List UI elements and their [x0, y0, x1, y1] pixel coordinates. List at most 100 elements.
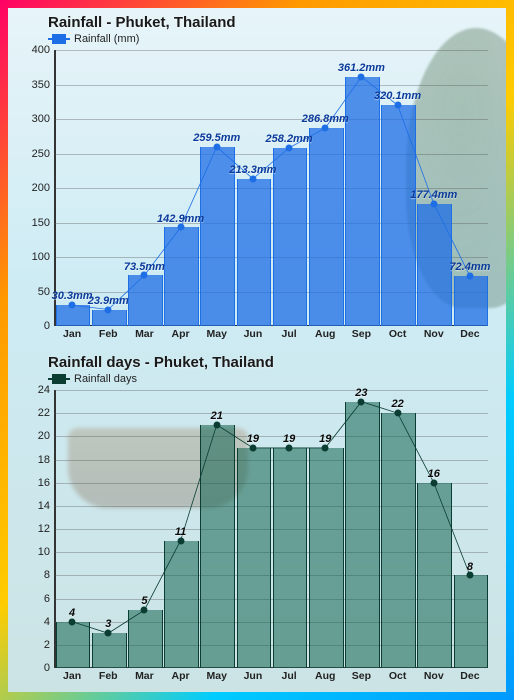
data-marker: [322, 125, 329, 132]
data-label: 19: [283, 433, 295, 445]
data-label: 4: [69, 607, 75, 619]
x-tick-label: Dec: [460, 670, 479, 682]
rainfall-chart: Rainfall - Phuket, Thailand Rainfall (mm…: [20, 14, 494, 344]
data-marker: [322, 444, 329, 451]
x-tick-label: Apr: [172, 328, 190, 340]
x-tick-label: Nov: [424, 328, 444, 340]
x-tick-label: Aug: [315, 328, 335, 340]
data-marker: [105, 630, 112, 637]
data-marker: [177, 537, 184, 544]
data-marker: [394, 410, 401, 417]
x-tick-label: Mar: [135, 328, 154, 340]
x-tick-label: Oct: [389, 328, 407, 340]
y-tick-label: 100: [32, 251, 50, 263]
x-tick-label: Oct: [389, 670, 407, 682]
data-label: 3: [105, 618, 111, 630]
chart-title: Rainfall - Phuket, Thailand: [48, 14, 494, 31]
data-label: 21: [211, 410, 223, 422]
plot-area: 050100150200250300350400JanFebMarAprMayJ…: [54, 50, 488, 326]
x-tick-label: Apr: [172, 670, 190, 682]
data-label: 8: [467, 561, 473, 573]
data-marker: [358, 398, 365, 405]
y-tick-label: 2: [44, 639, 50, 651]
data-label: 16: [428, 468, 440, 480]
rainfall-days-chart: Rainfall days - Phuket, Thailand Rainfal…: [20, 354, 494, 686]
data-marker: [141, 272, 148, 279]
y-tick-label: 12: [38, 523, 50, 535]
x-tick-label: Sep: [352, 328, 371, 340]
data-label: 30.3mm: [52, 290, 93, 302]
y-tick-label: 10: [38, 546, 50, 558]
x-tick-label: Aug: [315, 670, 335, 682]
data-marker: [466, 273, 473, 280]
data-marker: [430, 479, 437, 486]
y-tick-label: 6: [44, 593, 50, 605]
data-label: 23.9mm: [88, 295, 129, 307]
data-marker: [394, 102, 401, 109]
background-photo: Rainfall - Phuket, Thailand Rainfall (mm…: [8, 8, 506, 692]
data-marker: [141, 607, 148, 614]
data-marker: [105, 306, 112, 313]
y-tick-label: 250: [32, 148, 50, 160]
y-tick-label: 22: [38, 407, 50, 419]
data-label: 142.9mm: [157, 213, 204, 225]
data-label: 73.5mm: [124, 261, 165, 273]
y-tick-label: 8: [44, 569, 50, 581]
y-tick-label: 0: [44, 662, 50, 674]
legend-label: Rainfall (mm): [74, 33, 139, 45]
data-marker: [177, 224, 184, 231]
data-label: 19: [247, 433, 259, 445]
x-tick-label: May: [207, 328, 227, 340]
y-tick-label: 20: [38, 430, 50, 442]
y-tick-label: 24: [38, 384, 50, 396]
data-label: 286.8mm: [302, 113, 349, 125]
chart-legend: Rainfall days: [48, 373, 494, 385]
data-label: 5: [141, 595, 147, 607]
y-tick-label: 50: [38, 286, 50, 298]
y-tick-label: 400: [32, 44, 50, 56]
x-tick-label: Nov: [424, 670, 444, 682]
legend-label: Rainfall days: [74, 373, 137, 385]
data-label: 11: [175, 526, 186, 538]
data-label: 259.5mm: [193, 132, 240, 144]
data-label: 177.4mm: [410, 189, 457, 201]
y-tick-label: 300: [32, 113, 50, 125]
data-label: 72.4mm: [449, 261, 490, 273]
data-label: 361.2mm: [338, 62, 385, 74]
data-label: 19: [319, 433, 331, 445]
y-tick-label: 4: [44, 616, 50, 628]
data-marker: [69, 302, 76, 309]
data-marker: [286, 444, 293, 451]
legend-swatch-icon: [48, 374, 70, 384]
chart-legend: Rainfall (mm): [48, 33, 494, 45]
y-tick-label: 150: [32, 217, 50, 229]
y-tick-label: 350: [32, 79, 50, 91]
data-marker: [213, 143, 220, 150]
x-tick-label: Jan: [63, 670, 81, 682]
x-tick-label: Jan: [63, 328, 81, 340]
data-label: 22: [391, 398, 403, 410]
x-tick-label: Feb: [99, 328, 118, 340]
plot-area: 024681012141618202224JanFebMarAprMayJunJ…: [54, 390, 488, 668]
y-tick-label: 18: [38, 454, 50, 466]
data-label: 320.1mm: [374, 90, 421, 102]
data-label: 23: [355, 387, 367, 399]
x-tick-label: Jun: [244, 328, 263, 340]
line-layer: [54, 390, 488, 668]
data-label: 258.2mm: [266, 133, 313, 145]
data-marker: [466, 572, 473, 579]
x-tick-label: Mar: [135, 670, 154, 682]
x-tick-label: Feb: [99, 670, 118, 682]
y-tick-label: 0: [44, 320, 50, 332]
y-tick-label: 16: [38, 477, 50, 489]
data-marker: [213, 421, 220, 428]
data-label: 213.3mm: [229, 164, 276, 176]
legend-swatch-icon: [48, 34, 70, 44]
data-marker: [249, 175, 256, 182]
y-tick-label: 14: [38, 500, 50, 512]
x-tick-label: Jul: [281, 328, 296, 340]
chart-title: Rainfall days - Phuket, Thailand: [48, 354, 494, 371]
data-marker: [430, 200, 437, 207]
data-marker: [358, 73, 365, 80]
x-tick-label: Jul: [281, 670, 296, 682]
